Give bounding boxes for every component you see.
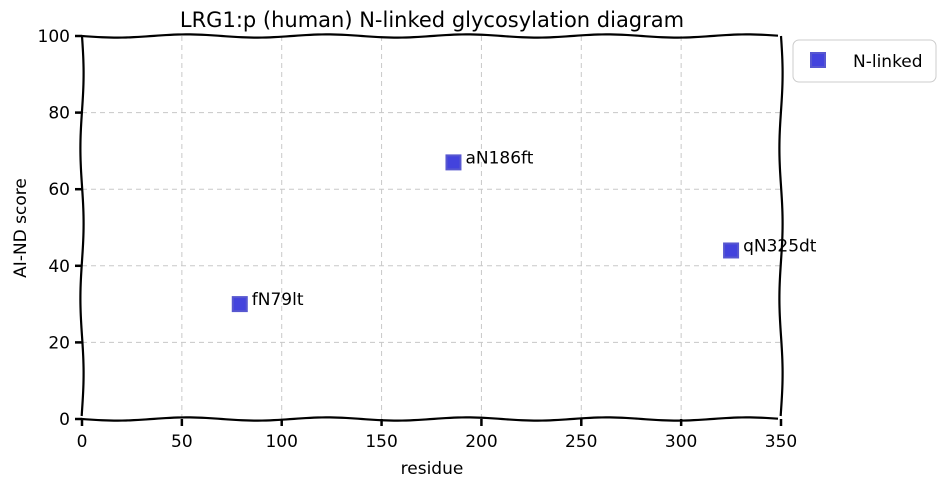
x-tick-label: 300 bbox=[665, 432, 697, 452]
legend-label-n-linked: N-linked bbox=[853, 52, 923, 72]
data-point bbox=[723, 242, 740, 259]
x-tick-label: 150 bbox=[365, 432, 397, 452]
y-tick-label: 60 bbox=[48, 180, 70, 200]
frame-left bbox=[79, 35, 85, 417]
x-tick-label: 200 bbox=[465, 432, 497, 452]
legend: N-linked bbox=[792, 39, 937, 83]
data-point-label: fN79lt bbox=[252, 290, 304, 310]
frame-top bbox=[81, 33, 779, 39]
y-tick-label: 80 bbox=[48, 104, 70, 124]
x-tick-label: 0 bbox=[77, 432, 88, 452]
data-point bbox=[231, 296, 248, 313]
y-tick-label: 0 bbox=[59, 410, 70, 430]
grid bbox=[82, 36, 781, 419]
axes: 0 50 100 150 200 250 300 350 0 20 40 60 80 100 bbox=[38, 27, 798, 452]
x-tick-label: 50 bbox=[171, 432, 193, 452]
data-point bbox=[445, 154, 462, 171]
frame-bottom bbox=[81, 416, 779, 422]
data-point-label: qN325dt bbox=[743, 236, 817, 256]
y-tick-label: 20 bbox=[48, 333, 70, 353]
chart-title: LRG1:p (human) N-linked glycosylation di… bbox=[180, 8, 684, 32]
frame-right bbox=[778, 35, 784, 417]
x-tick-label: 100 bbox=[265, 432, 297, 452]
y-axis-label: AI-ND score bbox=[11, 178, 31, 278]
y-tick-label: 100 bbox=[38, 27, 70, 47]
data-points: fN79lt aN186ft qN325dt bbox=[231, 148, 817, 313]
legend-marker-n-linked bbox=[810, 52, 826, 68]
x-tick-label: 250 bbox=[565, 432, 597, 452]
legend-frame bbox=[792, 39, 937, 83]
data-point-label: aN186ft bbox=[465, 148, 533, 168]
x-axis-label: residue bbox=[401, 459, 464, 479]
x-tick-label: 350 bbox=[765, 432, 797, 452]
y-tick-label: 40 bbox=[48, 257, 70, 277]
